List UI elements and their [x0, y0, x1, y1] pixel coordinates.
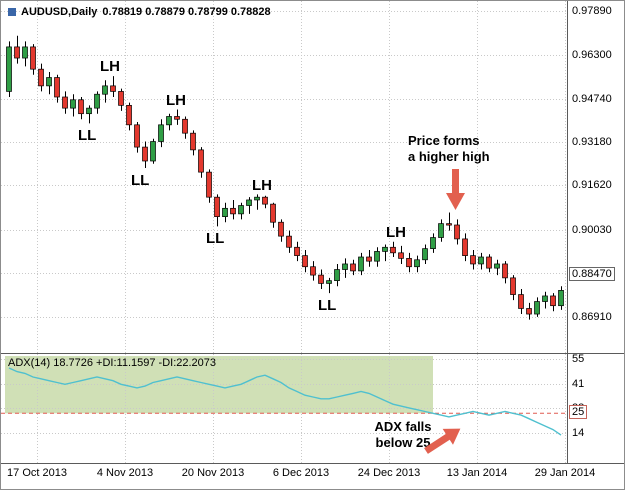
time-tick: 20 Nov 2013	[181, 467, 245, 479]
price-axis: 0.97890 0.96300 0.94740 0.93180 0.91620 0.900…	[567, 1, 624, 463]
price-tick: 0.91620	[572, 179, 612, 192]
panel-separator	[1, 353, 624, 354]
chart-header: AUDUSD,Daily 0.78819 0.78879 0.78799 0.7…	[8, 6, 271, 18]
annotation-lower-high-2: LH	[166, 92, 186, 109]
time-tick: 24 Dec 2013	[357, 467, 421, 479]
time-tick: 13 Jan 2014	[446, 467, 508, 479]
price-tick: 0.86910	[572, 310, 612, 323]
price-tick: 0.90030	[572, 223, 612, 236]
ohlc-values: 0.78819 0.78879 0.78799 0.78828	[102, 6, 271, 18]
indicator-axis: 5541281425	[567, 352, 624, 463]
annotation-lower-high-3: LH	[252, 177, 272, 194]
symbol-label: AUDUSD,Daily	[21, 6, 98, 18]
time-tick: 29 Jan 2014	[534, 467, 596, 479]
annotation-lower-low-3: LL	[206, 230, 225, 247]
annotation-lower-high-1: LH	[100, 58, 120, 75]
annotation-lower-low-4: LL	[318, 297, 337, 314]
annotation-price-note: Price forms a higher high	[408, 133, 490, 164]
price-tick: 0.96300	[572, 49, 612, 62]
time-tick: 17 Oct 2013	[7, 467, 67, 479]
time-tick: 4 Nov 2013	[96, 467, 154, 479]
time-tick: 6 Dec 2013	[272, 467, 330, 479]
indicator-tick: 14	[572, 427, 585, 440]
adx-indicator-canvas[interactable]	[1, 354, 567, 463]
price-tick: 0.97890	[572, 5, 612, 18]
annotation-adx-note: ADX falls below 25	[374, 419, 432, 450]
annotation-lower-high-4: LH	[386, 224, 406, 241]
indicator-tick: 55	[572, 352, 585, 365]
annotation-lower-low-1: LL	[78, 127, 97, 144]
price-chart-canvas[interactable]	[1, 1, 567, 353]
price-tick: 0.94740	[572, 92, 612, 105]
time-axis-separator	[1, 463, 624, 464]
price-tick: 0.93180	[572, 136, 612, 149]
axis-separator-vertical	[567, 1, 568, 463]
price-tick: 0.88470	[569, 267, 615, 282]
indicator-tick: 41	[572, 378, 585, 391]
indicator-header: ADX(14) 18.7726 +DI:11.1597 -DI:22.2073	[8, 357, 217, 369]
annotation-lower-low-2: LL	[131, 172, 150, 189]
symbol-icon	[8, 8, 16, 16]
time-axis: 17 Oct 2013 4 Nov 2013 20 Nov 2013 6 Dec 20…	[1, 467, 624, 483]
indicator-threshold-label: 25	[569, 405, 588, 420]
